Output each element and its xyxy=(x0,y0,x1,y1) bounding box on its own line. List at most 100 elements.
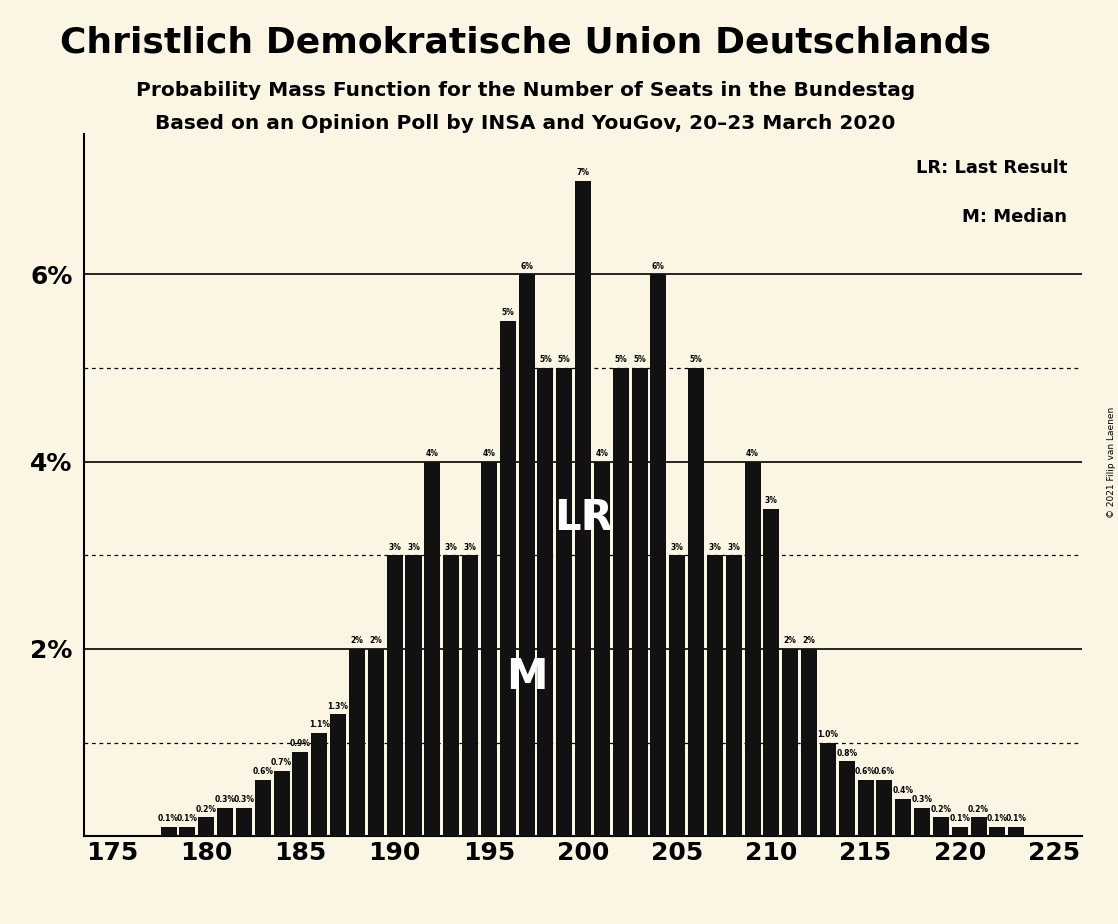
Text: 3%: 3% xyxy=(388,542,401,552)
Text: 0.4%: 0.4% xyxy=(893,786,913,795)
Bar xyxy=(274,771,290,836)
Bar xyxy=(500,322,515,836)
Text: 0.1%: 0.1% xyxy=(949,814,970,823)
Bar xyxy=(989,827,1005,836)
Bar xyxy=(217,808,234,836)
Text: 4%: 4% xyxy=(426,449,438,458)
Bar xyxy=(462,555,479,836)
Text: 0.2%: 0.2% xyxy=(930,805,951,814)
Bar xyxy=(443,555,459,836)
Bar xyxy=(180,827,196,836)
Bar xyxy=(255,780,271,836)
Text: Based on an Opinion Poll by INSA and YouGov, 20–23 March 2020: Based on an Opinion Poll by INSA and You… xyxy=(155,114,896,133)
Text: 3%: 3% xyxy=(709,542,721,552)
Text: 4%: 4% xyxy=(482,449,495,458)
Text: 0.1%: 0.1% xyxy=(1006,814,1026,823)
Text: 2%: 2% xyxy=(784,637,797,645)
Bar xyxy=(745,462,760,836)
Bar xyxy=(670,555,685,836)
Bar xyxy=(198,818,215,836)
Text: 5%: 5% xyxy=(539,356,552,364)
Text: 5%: 5% xyxy=(501,309,514,318)
Text: 0.6%: 0.6% xyxy=(253,767,273,776)
Text: LR: Last Result: LR: Last Result xyxy=(916,159,1068,176)
Text: LR: LR xyxy=(553,497,613,539)
Bar xyxy=(819,743,836,836)
Bar xyxy=(970,818,986,836)
Bar xyxy=(802,649,817,836)
Text: 0.6%: 0.6% xyxy=(874,767,894,776)
Bar xyxy=(896,798,911,836)
Bar xyxy=(425,462,440,836)
Text: 0.2%: 0.2% xyxy=(196,805,217,814)
Bar xyxy=(236,808,252,836)
Text: 3%: 3% xyxy=(728,542,740,552)
Bar xyxy=(594,462,610,836)
Text: 7%: 7% xyxy=(577,168,589,177)
Text: 1.3%: 1.3% xyxy=(328,701,349,711)
Bar xyxy=(349,649,364,836)
Text: 3%: 3% xyxy=(464,542,476,552)
Text: 0.3%: 0.3% xyxy=(234,796,255,805)
Text: 1.1%: 1.1% xyxy=(309,721,330,729)
Text: 0.1%: 0.1% xyxy=(177,814,198,823)
Text: 1.0%: 1.0% xyxy=(817,730,838,739)
Text: 2%: 2% xyxy=(369,637,382,645)
Text: 5%: 5% xyxy=(558,356,570,364)
Bar xyxy=(707,555,723,836)
Text: 6%: 6% xyxy=(652,261,665,271)
Text: 0.2%: 0.2% xyxy=(968,805,989,814)
Text: 0.6%: 0.6% xyxy=(855,767,877,776)
Text: 4%: 4% xyxy=(596,449,608,458)
Text: 6%: 6% xyxy=(520,261,533,271)
Bar xyxy=(858,780,873,836)
Text: 3%: 3% xyxy=(445,542,457,552)
Bar xyxy=(651,274,666,836)
Text: 5%: 5% xyxy=(614,356,627,364)
Bar xyxy=(932,818,949,836)
Bar xyxy=(519,274,534,836)
Bar xyxy=(556,368,572,836)
Text: M: Median: M: Median xyxy=(963,208,1068,225)
Text: 3%: 3% xyxy=(765,496,778,505)
Bar xyxy=(951,827,968,836)
Text: 0.7%: 0.7% xyxy=(271,758,292,767)
Text: 2%: 2% xyxy=(803,637,815,645)
Bar xyxy=(764,508,779,836)
Bar xyxy=(368,649,383,836)
Bar xyxy=(613,368,628,836)
Bar xyxy=(575,181,591,836)
Text: Probability Mass Function for the Number of Seats in the Bundestag: Probability Mass Function for the Number… xyxy=(135,81,916,101)
Text: 0.3%: 0.3% xyxy=(215,796,236,805)
Bar xyxy=(783,649,798,836)
Text: 4%: 4% xyxy=(746,449,759,458)
Text: 5%: 5% xyxy=(633,356,646,364)
Text: Christlich Demokratische Union Deutschlands: Christlich Demokratische Union Deutschla… xyxy=(60,26,991,60)
Text: 0.9%: 0.9% xyxy=(290,739,311,748)
Text: 3%: 3% xyxy=(671,542,684,552)
Bar xyxy=(877,780,892,836)
Text: 5%: 5% xyxy=(690,356,702,364)
Bar xyxy=(387,555,402,836)
Bar xyxy=(293,752,309,836)
Text: 3%: 3% xyxy=(407,542,420,552)
Bar xyxy=(1008,827,1024,836)
Bar xyxy=(726,555,741,836)
Text: 0.8%: 0.8% xyxy=(836,748,858,758)
Text: 2%: 2% xyxy=(351,637,363,645)
Bar xyxy=(311,734,328,836)
Bar xyxy=(161,827,177,836)
Bar xyxy=(406,555,421,836)
Text: © 2021 Filip van Laenen: © 2021 Filip van Laenen xyxy=(1107,407,1116,517)
Text: 0.3%: 0.3% xyxy=(911,796,932,805)
Bar xyxy=(330,714,347,836)
Bar xyxy=(632,368,647,836)
Bar xyxy=(688,368,704,836)
Bar xyxy=(538,368,553,836)
Bar xyxy=(481,462,496,836)
Text: 0.1%: 0.1% xyxy=(987,814,1008,823)
Bar xyxy=(915,808,930,836)
Text: M: M xyxy=(505,656,548,698)
Text: 0.1%: 0.1% xyxy=(158,814,179,823)
Bar xyxy=(838,761,855,836)
